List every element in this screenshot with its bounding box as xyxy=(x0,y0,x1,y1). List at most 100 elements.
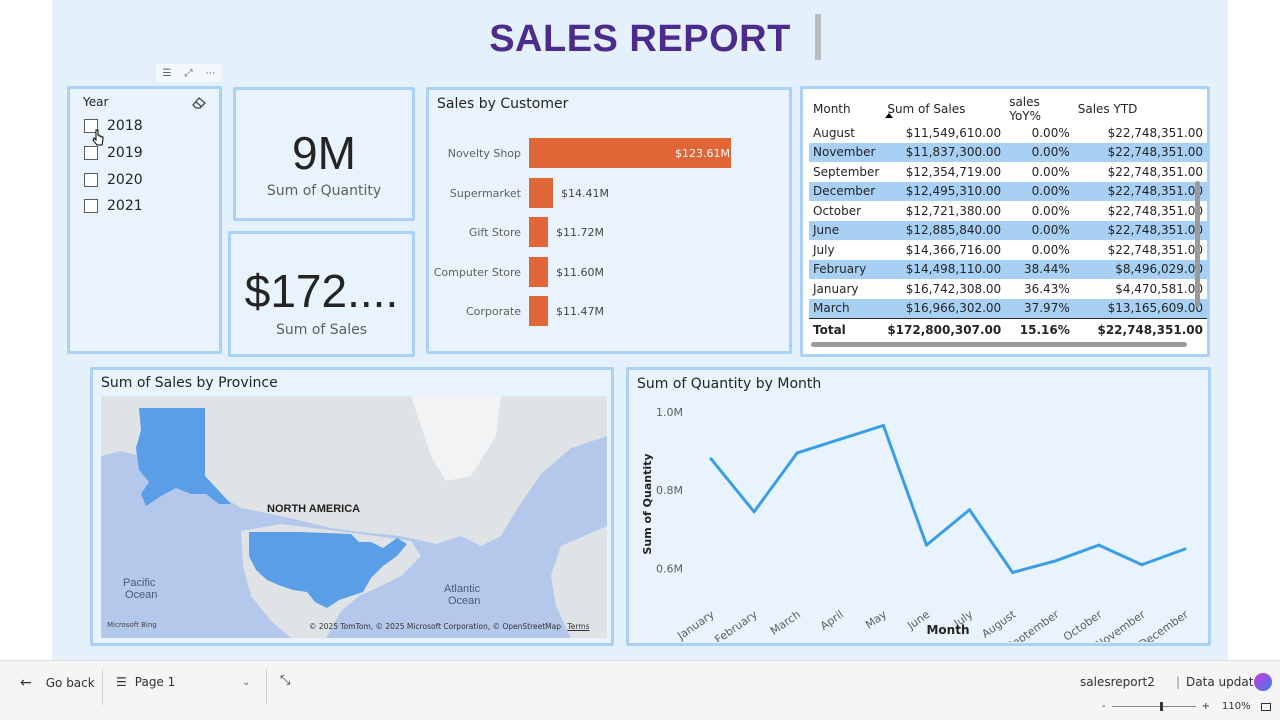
cell-ytd: $22,748,351.00 xyxy=(1107,203,1203,218)
data-point[interactable] xyxy=(795,451,799,455)
table-row[interactable]: October $12,721,380.00 0.00% $22,748,351.00 xyxy=(809,201,1207,221)
arrow-left-icon: ← xyxy=(20,675,32,691)
data-point[interactable] xyxy=(1183,547,1187,551)
x-tick-label: December xyxy=(1137,608,1192,642)
slicer-option-2020[interactable]: 2020 xyxy=(84,172,143,188)
checkbox-2019[interactable] xyxy=(84,146,98,160)
table-row[interactable]: June $12,885,840.00 0.00% $22,748,351.00 xyxy=(809,220,1207,240)
column-header-month[interactable]: Month xyxy=(813,102,851,116)
map-terms-link[interactable]: Terms xyxy=(567,622,590,631)
cell-month: October xyxy=(813,203,862,218)
column-header-ytd[interactable]: Sales YTD xyxy=(1077,102,1138,116)
table-vertical-scrollbar[interactable] xyxy=(1195,181,1200,307)
data-point[interactable] xyxy=(1054,559,1058,563)
atlantic-line-2: Ocean xyxy=(448,595,480,607)
total-label: Total xyxy=(809,317,884,342)
bar-category-label: Novelty Shop xyxy=(447,147,521,160)
go-back-button[interactable]: ← Go back xyxy=(20,675,95,691)
cell-sum-of-sales: $16,966,302.00 xyxy=(883,298,1006,318)
cell-yoy: 36.43% xyxy=(1023,281,1070,296)
cell-sum-of-sales: $12,721,380.00 xyxy=(905,203,1002,218)
cell-sum-of-sales: $14,498,110.00 xyxy=(883,259,1006,279)
bar[interactable] xyxy=(529,256,548,287)
cell-yoy: 38.44% xyxy=(1005,259,1074,279)
checkbox-2020[interactable] xyxy=(84,173,98,187)
data-update-button[interactable]: | Data update xyxy=(1176,675,1261,689)
data-point[interactable] xyxy=(968,508,971,512)
cell-month: March xyxy=(809,298,884,318)
column-header-yoy[interactable]: sales YoY% xyxy=(1009,95,1042,123)
zoom-slider[interactable] xyxy=(1111,702,1196,711)
bar[interactable] xyxy=(529,296,548,326)
slicer-option-2018[interactable]: 2018 xyxy=(84,118,143,134)
data-point[interactable] xyxy=(709,457,713,461)
data-point[interactable] xyxy=(1140,563,1144,567)
zoom-out-button[interactable]: - xyxy=(1102,701,1106,712)
checkbox-2018[interactable] xyxy=(84,119,98,133)
cell-ytd: $22,748,351.00 xyxy=(1107,242,1203,257)
data-point[interactable] xyxy=(838,437,842,441)
table-row[interactable]: November $11,837,300.00 0.00% $22,748,351.0… xyxy=(809,142,1207,162)
data-point[interactable] xyxy=(881,424,885,427)
more-options-icon[interactable]: ⋯ xyxy=(205,67,216,79)
zoom-slider-thumb[interactable] xyxy=(1159,702,1163,711)
page-selector[interactable]: ☰ Page 1 ⌄ xyxy=(116,675,251,689)
cell-month: September xyxy=(813,164,880,179)
cell-yoy: 0.00% xyxy=(1031,242,1070,257)
series-line[interactable] xyxy=(709,424,1186,574)
slicer-option-2019[interactable]: 2019 xyxy=(84,145,143,161)
data-point[interactable] xyxy=(1097,543,1101,547)
collapse-icon[interactable]: ⤡ xyxy=(280,673,291,688)
data-point[interactable] xyxy=(1011,571,1015,574)
y-tick-label: 1.0M xyxy=(656,406,683,419)
table-row[interactable]: January $16,742,308.00 36.43% $4,470,581.00 xyxy=(809,279,1207,299)
focus-mode-icon[interactable]: ⤢ xyxy=(184,67,193,79)
y-tick-label: 0.6M xyxy=(656,563,683,576)
zoom-in-button[interactable]: + xyxy=(1201,701,1210,712)
bar-chart-plot: Novelty Shop $123.61M Supermarket $14.41M Gi… xyxy=(429,138,789,338)
bar[interactable] xyxy=(529,177,553,208)
total-yoy: 15.16% xyxy=(1005,317,1074,342)
bar[interactable] xyxy=(529,138,731,168)
kpi-card-quantity: 9M Sum of Quantity xyxy=(233,87,415,221)
map-canvas[interactable]: NORTH AMERICA Pacific Ocean Atlantic Ocean… xyxy=(101,396,607,638)
map-title: Sum of Sales by Province xyxy=(101,375,278,391)
map-attribution: © 2025 TomTom, © 2025 Microsoft Corporat… xyxy=(309,622,590,631)
zoom-level: 110% xyxy=(1222,701,1251,712)
sales-table: Month Sum of Sales sales YoY% Sales YTD … xyxy=(809,95,1207,342)
sales-by-province-map: Sum of Sales by Province NORTH AMERICA P… xyxy=(90,367,614,646)
filter-icon[interactable]: ☰ xyxy=(162,67,172,79)
map-label-continent: NORTH AMERICA xyxy=(267,503,360,515)
cell-ytd: $22,748,351.00 xyxy=(1073,220,1207,240)
table-row[interactable]: August $11,549,610.00 0.00% $22,748,351.00 xyxy=(809,123,1207,143)
slicer-option-2021[interactable]: 2021 xyxy=(84,198,143,214)
eraser-icon[interactable] xyxy=(191,96,207,110)
cell-yoy: 0.00% xyxy=(1005,142,1074,162)
x-tick-label: January xyxy=(674,608,717,642)
table-row[interactable]: July $14,366,716.00 0.00% $22,748,351.00 xyxy=(809,240,1207,260)
atlantic-line-1: Atlantic xyxy=(444,583,481,595)
sort-ascending-icon xyxy=(885,113,893,118)
bar-data-label: $11.72M xyxy=(556,226,604,239)
year-slicer: Year 2018 2019 2020 2021 xyxy=(67,86,222,354)
fit-to-page-icon[interactable] xyxy=(1260,702,1271,711)
table-row[interactable]: March $16,966,302.00 37.97% $13,165,609.00 xyxy=(809,298,1207,318)
quantity-by-month-chart: Sum of Quantity by Month 0.6M 0.8M 1.0M Jan… xyxy=(626,367,1211,646)
column-header-sum-of-sales[interactable]: Sum of Sales xyxy=(887,102,966,116)
table-row[interactable]: September $12,354,719.00 0.00% $22,748,351.… xyxy=(809,162,1207,182)
cell-sum-of-sales: $16,742,308.00 xyxy=(905,281,1002,296)
cell-yoy: 0.00% xyxy=(1005,181,1074,201)
cell-month: November xyxy=(809,142,884,162)
table-row[interactable]: December $12,495,310.00 0.00% $22,748,351.0… xyxy=(809,181,1207,201)
table-horizontal-scrollbar[interactable] xyxy=(811,342,1187,347)
kpi-card-sales: $172.... Sum of Sales xyxy=(228,231,415,357)
bar[interactable] xyxy=(529,217,548,247)
data-point[interactable] xyxy=(752,510,756,514)
cell-ytd: $22,748,351.00 xyxy=(1107,125,1203,140)
table-row[interactable]: February $14,498,110.00 38.44% $8,496,029.0… xyxy=(809,259,1207,279)
checkbox-2021[interactable] xyxy=(84,199,98,213)
data-point[interactable] xyxy=(925,543,928,547)
cell-month: June xyxy=(809,220,884,240)
x-tick-label: May xyxy=(863,608,889,632)
copilot-icon[interactable] xyxy=(1254,673,1272,691)
